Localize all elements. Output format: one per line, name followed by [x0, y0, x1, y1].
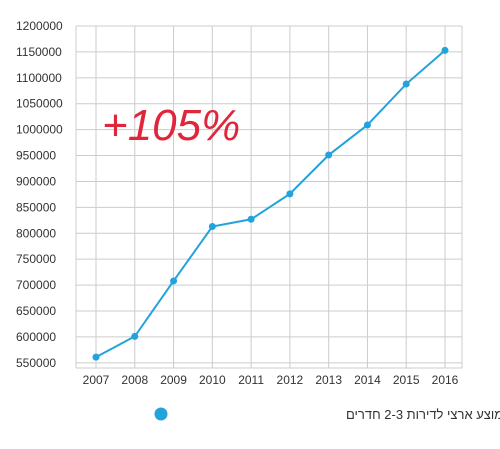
legend-label: ממוצע ארצי לדירות 2-3 חדרים — [346, 407, 500, 422]
data-point — [441, 46, 449, 54]
legend-marker — [154, 407, 168, 421]
data-point — [131, 332, 139, 340]
data-point — [325, 151, 333, 159]
x-tick-label: 2011 — [238, 373, 264, 387]
y-tick-label: 800000 — [16, 226, 56, 240]
x-tick-label: 2014 — [354, 373, 381, 387]
x-tick-label: 2015 — [393, 373, 420, 387]
data-point — [247, 215, 255, 223]
series-layer — [92, 46, 449, 361]
data-point — [170, 277, 178, 285]
grid — [75, 25, 463, 369]
y-tick-label: 600000 — [16, 330, 56, 344]
y-tick-label: 1000000 — [16, 123, 63, 137]
y-tick-label: 750000 — [16, 252, 56, 266]
data-point — [402, 80, 410, 88]
x-tick-label: 2012 — [277, 373, 304, 387]
data-point — [92, 353, 100, 361]
x-tick-label: 2008 — [121, 373, 148, 387]
y-tick-label: 1050000 — [16, 97, 63, 111]
y-tick-label: 950000 — [16, 149, 56, 163]
y-axis: 550000 600000 650000 700000 750000 800000 8500… — [16, 19, 63, 370]
series-line — [95, 49, 446, 359]
x-tick-label: 2009 — [160, 373, 187, 387]
y-tick-label: 550000 — [16, 356, 56, 370]
x-axis: 2007 2008 2009 2010 2011 2012 2013 2014 2015 2016 — [83, 373, 459, 387]
data-point — [363, 121, 371, 129]
x-tick-label: 2010 — [199, 373, 226, 387]
legend: ממוצע ארצי לדירות 2-3 חדרים — [154, 407, 500, 422]
x-tick-label: 2013 — [315, 373, 342, 387]
y-tick-label: 650000 — [16, 304, 56, 318]
x-tick-label: 2016 — [432, 373, 459, 387]
data-point — [208, 223, 216, 231]
y-tick-label: 1100000 — [16, 71, 62, 85]
y-tick-label: 900000 — [16, 174, 56, 188]
y-tick-label: 1150000 — [16, 45, 62, 59]
y-tick-label: 850000 — [16, 200, 56, 214]
growth-annotation: +105% — [102, 101, 240, 150]
data-point — [286, 190, 294, 198]
y-tick-label: 1200000 — [16, 19, 63, 33]
y-tick-label: 700000 — [16, 278, 56, 292]
x-tick-label: 2007 — [83, 373, 110, 387]
